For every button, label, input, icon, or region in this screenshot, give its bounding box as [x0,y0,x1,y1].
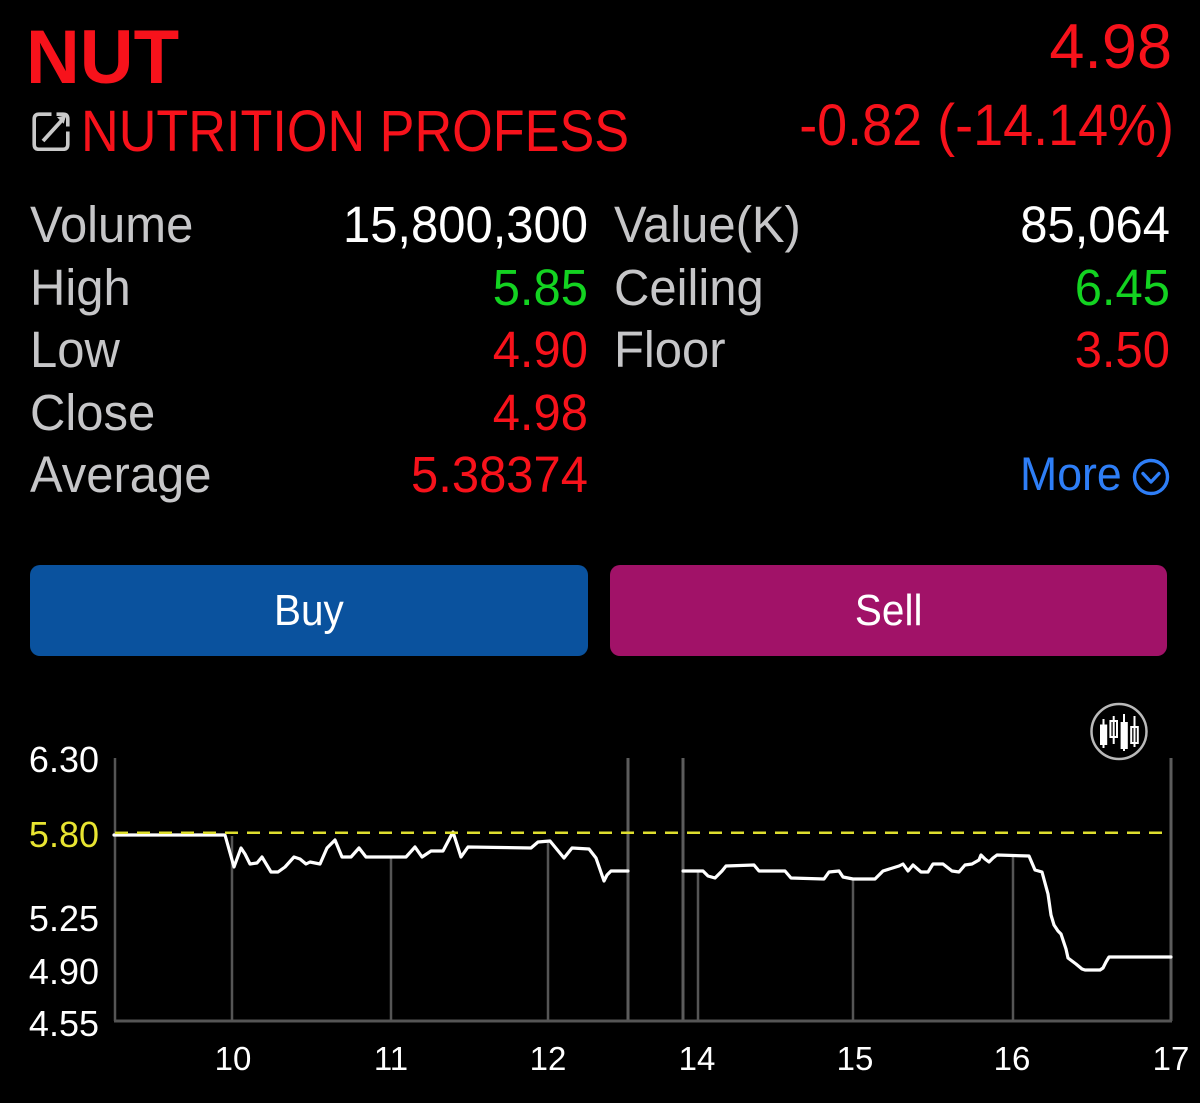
svg-text:16: 16 [994,1040,1031,1077]
svg-text:5.25: 5.25 [29,898,99,939]
svg-text:5.80: 5.80 [29,814,99,855]
svg-text:4.90: 4.90 [29,951,99,992]
svg-text:10: 10 [215,1040,252,1077]
svg-text:17: 17 [1153,1040,1190,1077]
svg-text:14: 14 [679,1040,716,1077]
svg-text:11: 11 [374,1040,408,1077]
svg-text:4.55: 4.55 [29,1003,99,1044]
svg-text:12: 12 [530,1040,567,1077]
svg-text:6.30: 6.30 [29,739,99,780]
svg-text:15: 15 [837,1040,874,1077]
